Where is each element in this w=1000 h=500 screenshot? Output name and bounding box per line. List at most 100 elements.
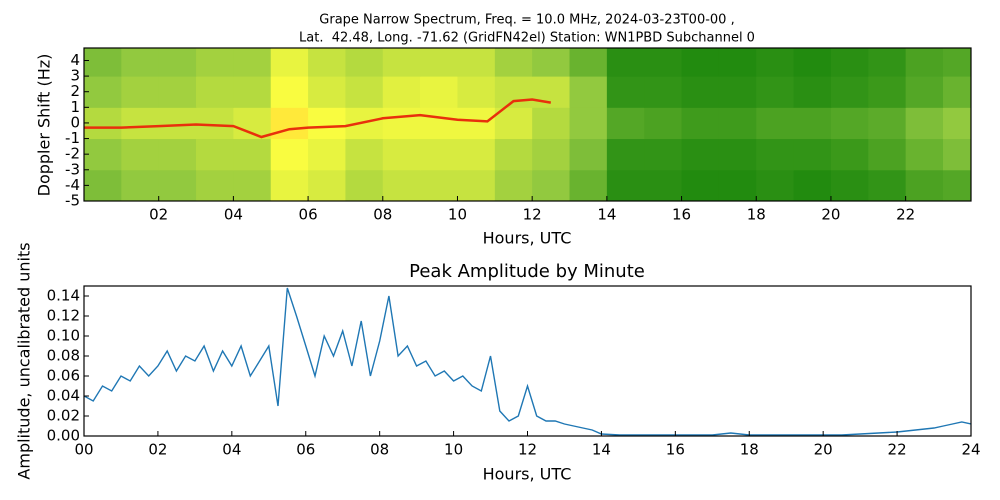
- x-tick-label: 00: [74, 441, 93, 459]
- heatmap-cell: [494, 48, 533, 77]
- chart-title: Peak Amplitude by Minute: [409, 261, 645, 282]
- heatmap-cell: [494, 169, 533, 201]
- x-tick-label: 10: [448, 206, 467, 224]
- heatmap-cell: [420, 169, 458, 201]
- heatmap-cell: [942, 76, 971, 108]
- heatmap-cell: [606, 76, 645, 108]
- heatmap-cell: [457, 48, 496, 77]
- heatmap-cell: [793, 138, 832, 171]
- heatmap-cell: [345, 76, 384, 108]
- heatmap-cell: [494, 76, 533, 108]
- heatmap-cell: [270, 169, 309, 201]
- plot-area: [84, 48, 971, 201]
- x-tick-label: 20: [814, 441, 833, 459]
- heatmap-cell: [756, 169, 795, 201]
- heatmap-cell: [681, 48, 720, 77]
- heatmap-cell: [121, 169, 160, 201]
- heatmap-cell: [382, 107, 421, 140]
- heatmap-cell: [457, 138, 496, 171]
- heatmap-cell: [121, 76, 160, 108]
- y-tick-label: 0.14: [47, 287, 80, 305]
- heatmap-cell: [532, 169, 571, 201]
- heatmap-cell: [905, 76, 944, 108]
- heatmap-cell: [196, 107, 234, 140]
- heatmap-cell: [756, 107, 795, 140]
- y-tick-label: -1: [65, 129, 80, 147]
- heatmap-cell: [121, 107, 160, 140]
- y-tick-label: 0.12: [47, 307, 80, 325]
- heatmap-cell: [233, 76, 272, 108]
- heatmap-cell: [830, 107, 869, 140]
- heatmap-cell: [382, 138, 421, 171]
- heatmap-cell: [196, 138, 234, 171]
- heatmap-cell: [569, 107, 608, 140]
- heatmap-cell: [532, 107, 571, 140]
- heatmap-cell: [308, 48, 346, 77]
- heatmap-cell: [868, 48, 907, 77]
- heatmap-cell: [308, 169, 346, 201]
- heatmap-cell: [158, 107, 197, 140]
- x-tick-label: 24: [961, 441, 980, 459]
- heatmap-cell: [830, 169, 869, 201]
- heatmap-cell: [868, 138, 907, 171]
- heatmap-cell: [84, 169, 122, 201]
- heatmap-cell: [382, 48, 421, 77]
- x-tick-label: 16: [672, 206, 691, 224]
- heatmap-cell: [868, 169, 907, 201]
- y-tick-label: -2: [65, 145, 80, 163]
- heatmap-cell: [868, 76, 907, 108]
- x-tick-label: 18: [747, 206, 766, 224]
- x-tick-label: 12: [523, 206, 542, 224]
- plot-frame: [83, 285, 972, 437]
- heatmap-cell: [718, 107, 757, 140]
- heatmap-cell: [121, 138, 160, 171]
- x-tick-label: 22: [896, 206, 915, 224]
- heatmap-cell: [569, 48, 608, 77]
- heatmap-cell: [494, 138, 533, 171]
- heatmap-cell: [270, 76, 309, 108]
- x-tick-label: 16: [666, 441, 685, 459]
- heatmap-cell: [270, 138, 309, 171]
- heatmap-cell: [308, 138, 346, 171]
- heatmap-cell: [345, 138, 384, 171]
- x-tick-label: 20: [821, 206, 840, 224]
- plot-frame: [83, 47, 972, 202]
- heatmap-cell: [84, 107, 122, 140]
- heatmap-cell: [121, 48, 160, 77]
- x-tick-label: 04: [224, 206, 243, 224]
- heatmap-cell: [905, 107, 944, 140]
- heatmap-cell: [905, 138, 944, 171]
- y-tick-label: -3: [65, 160, 80, 178]
- heatmap-cell: [718, 76, 757, 108]
- line: [84, 287, 971, 436]
- y-tick-label: 0.04: [47, 387, 80, 405]
- heatmap-cell: [233, 48, 272, 77]
- heatmap-cell: [942, 169, 971, 201]
- heatmap-cell: [644, 48, 683, 77]
- x-axis-label: Hours, UTC: [483, 465, 572, 484]
- heatmap-cell: [793, 48, 832, 77]
- x-tick-label: 14: [592, 441, 611, 459]
- heatmap-cell: [382, 169, 421, 201]
- heatmap-cell: [345, 169, 384, 201]
- y-tick-label: 0.06: [47, 367, 80, 385]
- heatmap-cell: [644, 107, 683, 140]
- heatmap-cell: [718, 48, 757, 77]
- heatmap-cell: [420, 48, 458, 77]
- heatmap-cell: [457, 169, 496, 201]
- heatmap-cell: [457, 107, 496, 140]
- x-tick-label: 14: [597, 206, 616, 224]
- y-tick-label: 1: [70, 98, 80, 116]
- x-tick-label: 02: [148, 441, 167, 459]
- heatmap-cell: [457, 76, 496, 108]
- heatmap-cell: [681, 76, 720, 108]
- heatmap-cell: [942, 138, 971, 171]
- heatmap-cell: [345, 48, 384, 77]
- heatmap-cell: [84, 138, 122, 171]
- y-tick-label: 0.02: [47, 407, 80, 425]
- y-tick-label: 3: [70, 67, 80, 85]
- heatmap-cell: [644, 76, 683, 108]
- heatmap-cell: [308, 76, 346, 108]
- heatmap-cell: [569, 169, 608, 201]
- heatmap-cell: [158, 48, 197, 77]
